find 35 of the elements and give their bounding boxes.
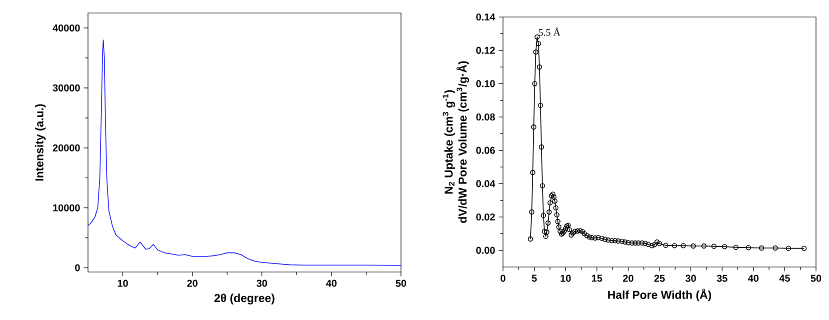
text: N$_{2}$ Uptake (cm$^{3}$ g$^{-1}$) <box>442 90 456 194</box>
x-tick-label: 30 <box>686 274 696 282</box>
x-tick-label: 15 <box>592 274 602 282</box>
x-tick-label: 40 <box>326 280 337 287</box>
x-tick-label: 50 <box>810 274 822 282</box>
y-tick-label: 10000 <box>53 204 80 212</box>
x-tick-label: 0 <box>500 274 506 282</box>
x-tick-label: 20 <box>187 280 198 287</box>
y-axis-title: Intensity (a.u.) <box>35 104 46 181</box>
y-tick-label: 0.06 <box>476 146 495 154</box>
x-tick-label: 40 <box>748 274 759 282</box>
y-tick-label: 40000 <box>52 24 80 32</box>
y-tick-label: 30000 <box>52 84 80 92</box>
x-tick-label: 10 <box>118 280 128 287</box>
y-tick-label: 0.02 <box>476 213 495 221</box>
x-tick-label: 10 <box>560 274 571 282</box>
x-tick-label: 45 <box>779 274 790 282</box>
x-tick-label: 30 <box>256 280 268 287</box>
y-tick-label: 0.04 <box>476 180 496 188</box>
y-tick-label: 0.00 <box>476 246 495 254</box>
x-tick-label: 50 <box>396 280 406 287</box>
x-tick-label: 5 <box>532 274 537 282</box>
y-tick-label: 20000 <box>52 144 80 152</box>
text: dV/dW Pore Volume (cm$^{3}$/g·Å) <box>456 61 469 223</box>
x-axis-title: Half Pore Width (Å) <box>608 288 712 302</box>
y-tick-label: 0.08 <box>476 113 495 121</box>
x-axis-title: 2θ (degree) <box>214 294 274 304</box>
y-tick-label: 0.14 <box>476 13 496 21</box>
y-tick-label: 0.12 <box>476 46 495 54</box>
annotation: 5.5 Å <box>538 27 560 36</box>
x-tick-label: 35 <box>716 274 728 282</box>
x-tick-label: 20 <box>623 274 634 282</box>
x-tick-label: 25 <box>654 274 665 282</box>
y-tick-label: 0 <box>75 264 80 272</box>
y-tick-label: 0.10 <box>476 80 495 88</box>
